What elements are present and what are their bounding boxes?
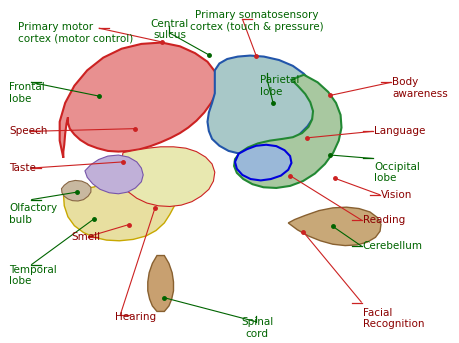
Polygon shape (207, 56, 318, 154)
Text: Facial
Recognition: Facial Recognition (363, 308, 424, 329)
Text: Smell: Smell (71, 232, 100, 242)
Polygon shape (288, 207, 381, 246)
Text: Reading: Reading (363, 215, 405, 225)
Polygon shape (235, 145, 291, 180)
Text: Taste: Taste (9, 163, 36, 173)
Polygon shape (85, 155, 143, 194)
Polygon shape (120, 147, 215, 206)
Polygon shape (62, 180, 91, 201)
Text: Occipital
lobe: Occipital lobe (374, 162, 420, 184)
Text: Olfactory
bulb: Olfactory bulb (9, 203, 57, 225)
Polygon shape (63, 148, 184, 241)
Text: Central
sulcus: Central sulcus (151, 19, 189, 40)
Text: Speech: Speech (9, 126, 48, 137)
Text: Vision: Vision (381, 190, 412, 200)
Text: Language: Language (374, 126, 425, 137)
Text: Primary motor
cortex (motor control): Primary motor cortex (motor control) (18, 22, 134, 44)
Text: Body
awareness: Body awareness (392, 77, 448, 99)
Text: Primary somatosensory
cortex (touch & pressure): Primary somatosensory cortex (touch & pr… (190, 10, 324, 32)
Text: Temporal
lobe: Temporal lobe (9, 265, 57, 286)
Text: Cerebellum: Cerebellum (363, 241, 423, 251)
Text: Hearing: Hearing (115, 312, 156, 322)
Polygon shape (60, 43, 218, 158)
Polygon shape (148, 256, 174, 311)
Text: Parietal
lobe: Parietal lobe (260, 75, 300, 97)
Polygon shape (234, 75, 341, 188)
Text: Frontal
lobe: Frontal lobe (9, 82, 45, 104)
Text: Spinal
cord: Spinal cord (241, 317, 273, 339)
